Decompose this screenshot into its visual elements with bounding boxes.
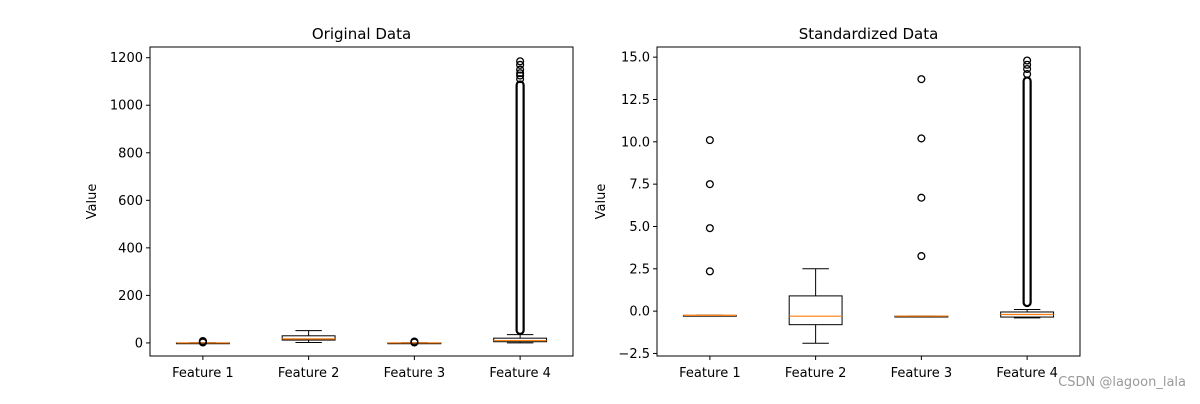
watermark: CSDN @lagoon_lala xyxy=(1058,375,1186,390)
box-4 xyxy=(1000,56,1055,319)
box-1 xyxy=(175,336,230,347)
flier-point xyxy=(516,75,525,84)
flier-point xyxy=(198,336,207,346)
x-tick-label: Feature 3 xyxy=(891,366,953,381)
box-3 xyxy=(894,75,949,318)
chart-panel-standardized: Standardized Data Value −2.5 0.0 2.5 5.0 7.5 10… xyxy=(594,25,1081,381)
flier-point xyxy=(516,60,525,69)
chart-panel-original: Original Data Value 0 200 400 600 800 1000 1200 F… xyxy=(85,25,574,381)
y-tick-label: 5.0 xyxy=(629,220,650,235)
box-3 xyxy=(387,337,442,347)
flier-point xyxy=(917,252,926,261)
x-tick-label: Feature 2 xyxy=(278,366,340,381)
x-tick-label: Feature 1 xyxy=(172,366,234,381)
y-tick-label: 2.5 xyxy=(629,262,650,277)
box-2 xyxy=(281,330,336,343)
flier-point xyxy=(1023,60,1032,69)
y-tick-label: 400 xyxy=(118,241,143,256)
box-2 xyxy=(788,268,843,344)
chart-title: Original Data xyxy=(312,25,411,43)
box-1 xyxy=(682,136,737,317)
flier-point xyxy=(705,136,714,145)
y-tick-label: −2.5 xyxy=(618,347,650,362)
box-iqr xyxy=(788,295,843,326)
y-tick-label: 15.0 xyxy=(621,51,650,66)
y-tick-label: 0 xyxy=(135,336,143,351)
flier-point xyxy=(516,65,525,74)
y-tick-label: 200 xyxy=(118,289,143,304)
flier-cluster xyxy=(515,80,525,335)
y-axis-label: Value xyxy=(594,184,609,220)
flier-cluster xyxy=(1022,76,1032,308)
x-tick-label: Feature 4 xyxy=(489,366,551,381)
flier-point xyxy=(705,180,714,189)
x-tick-label: Feature 2 xyxy=(785,366,847,381)
y-tick-label: 10.0 xyxy=(621,135,650,150)
y-tick-label: 7.5 xyxy=(629,178,650,193)
flier-point xyxy=(917,193,926,202)
x-tick-label: Feature 3 xyxy=(384,366,446,381)
flier-point xyxy=(1023,70,1032,79)
y-tick-label: 600 xyxy=(118,194,143,209)
y-tick-label: 1200 xyxy=(110,51,143,66)
y-tick-label: 0.0 xyxy=(629,305,650,320)
flier-point xyxy=(1023,64,1032,74)
flier-point xyxy=(705,267,714,276)
axes-frame xyxy=(149,46,574,357)
y-tick-label: 1000 xyxy=(110,99,143,114)
flier-point xyxy=(917,134,926,143)
flier-point xyxy=(410,337,419,346)
flier-point xyxy=(516,69,525,78)
box-4 xyxy=(493,57,548,344)
flier-point xyxy=(516,57,525,66)
flier-point xyxy=(705,224,714,233)
y-tick-label: 12.5 xyxy=(621,93,650,108)
x-tick-label: Feature 1 xyxy=(679,366,741,381)
y-axis-label: Value xyxy=(85,184,100,220)
axes-frame xyxy=(656,46,1081,357)
flier-point xyxy=(1023,56,1032,65)
flier-point xyxy=(917,75,926,84)
y-tick-label: 800 xyxy=(118,146,143,161)
chart-title: Standardized Data xyxy=(799,25,939,43)
flier-point xyxy=(516,71,525,80)
x-tick-label: Feature 4 xyxy=(996,366,1058,381)
box-iqr xyxy=(281,335,336,341)
